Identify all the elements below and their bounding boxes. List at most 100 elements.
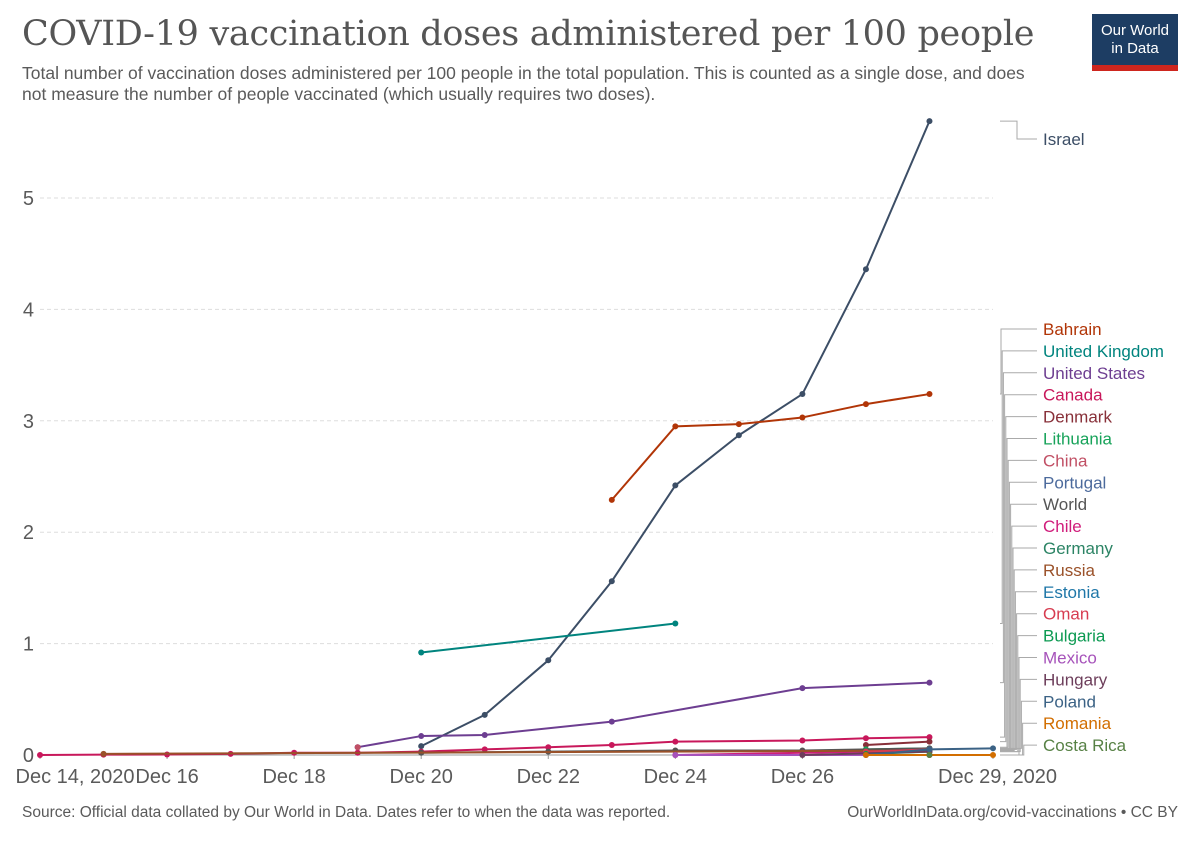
x-tick-label: Dec 20 bbox=[390, 766, 453, 788]
series-label-poland: Poland bbox=[1043, 692, 1096, 711]
label-connector bbox=[1000, 678, 1037, 753]
series-line-united-states bbox=[357, 681, 930, 749]
data-point-israel bbox=[926, 118, 933, 125]
series-label-oman: Oman bbox=[1043, 605, 1089, 624]
chart-subtitle: Total number of vaccination doses admini… bbox=[22, 63, 1025, 104]
label-connector bbox=[1000, 744, 1037, 756]
y-tick-label: 5 bbox=[23, 188, 34, 210]
label-connector bbox=[1000, 350, 1037, 625]
series-label-bulgaria: Bulgaria bbox=[1043, 627, 1106, 646]
data-point-mexico bbox=[672, 752, 679, 758]
data-point-israel bbox=[799, 391, 806, 398]
series-label-world: World bbox=[1043, 495, 1087, 514]
data-point-israel bbox=[481, 711, 488, 718]
y-tick-label: 3 bbox=[23, 411, 34, 433]
series-line-united-kingdom bbox=[421, 622, 676, 654]
data-point-israel bbox=[862, 266, 869, 273]
data-point-israel bbox=[418, 743, 425, 750]
logo-line-1: Our World bbox=[1100, 22, 1170, 39]
y-tick-label: 0 bbox=[23, 745, 34, 767]
data-point-russia bbox=[100, 750, 107, 757]
label-connector bbox=[1000, 613, 1037, 750]
data-point-united-states bbox=[481, 731, 488, 738]
data-point-bahrain bbox=[735, 421, 742, 428]
series-label-denmark: Denmark bbox=[1043, 408, 1112, 427]
label-connector bbox=[1000, 569, 1037, 752]
data-point-romania bbox=[862, 752, 869, 758]
data-point-poland bbox=[926, 746, 933, 753]
data-point-canada bbox=[799, 737, 806, 744]
logo-line-2: in Data bbox=[1111, 40, 1159, 57]
label-connector bbox=[1000, 372, 1037, 684]
x-tick-label: Dec 14, 2020 bbox=[16, 766, 135, 788]
series-line-bahrain bbox=[611, 393, 930, 501]
series-label-canada: Canada bbox=[1043, 386, 1103, 405]
series-label-israel: Israel bbox=[1043, 130, 1085, 149]
label-connector bbox=[1000, 700, 1037, 749]
owid-logo[interactable]: Our World in Data bbox=[1092, 14, 1178, 71]
data-point-israel bbox=[608, 578, 615, 585]
series-line-russia bbox=[103, 749, 930, 755]
data-point-united-states bbox=[926, 679, 933, 686]
data-point-israel bbox=[735, 432, 742, 439]
x-tick-label: Dec 24 bbox=[644, 766, 707, 788]
data-point-hungary bbox=[799, 752, 806, 758]
label-connector bbox=[1000, 328, 1037, 395]
series-label-russia: Russia bbox=[1043, 561, 1096, 580]
data-point-united-kingdom bbox=[418, 649, 425, 656]
series-label-hungary: Hungary bbox=[1043, 670, 1108, 689]
data-point-canada bbox=[862, 735, 869, 742]
data-point-canada bbox=[37, 752, 43, 758]
data-point-israel bbox=[672, 482, 679, 489]
y-tick-label: 1 bbox=[23, 634, 34, 656]
data-point-israel bbox=[545, 657, 552, 664]
data-point-china bbox=[354, 744, 361, 751]
y-tick-label: 4 bbox=[23, 299, 34, 321]
data-point-poland bbox=[990, 745, 996, 752]
data-point-united-states bbox=[799, 685, 806, 692]
data-point-canada bbox=[672, 738, 679, 745]
y-tick-label: 2 bbox=[23, 522, 34, 544]
data-point-bahrain bbox=[799, 414, 806, 421]
series-label-lithuania: Lithuania bbox=[1043, 430, 1113, 449]
series-label-estonia: Estonia bbox=[1043, 583, 1100, 602]
data-point-denmark bbox=[862, 741, 869, 748]
x-tick-label: Dec 22 bbox=[517, 766, 580, 788]
data-point-romania bbox=[990, 752, 996, 758]
label-connector bbox=[1000, 459, 1037, 748]
data-point-bahrain bbox=[672, 423, 679, 430]
data-point-united-states bbox=[608, 718, 615, 725]
series-label-chile: Chile bbox=[1043, 517, 1082, 536]
data-point-canada bbox=[545, 744, 552, 751]
chart-title: COVID-19 vaccination doses administered … bbox=[22, 14, 1035, 54]
series-label-costa-rica: Costa Rica bbox=[1043, 736, 1127, 755]
x-tick-label: Dec 26 bbox=[771, 766, 834, 788]
label-connector bbox=[1000, 416, 1037, 743]
data-point-bahrain bbox=[608, 496, 615, 503]
data-point-denmark bbox=[926, 738, 933, 745]
source-note: Source: Official data collated by Our Wo… bbox=[22, 804, 671, 821]
series-label-china: China bbox=[1043, 451, 1088, 470]
data-point-canada bbox=[608, 741, 615, 748]
series-label-portugal: Portugal bbox=[1043, 473, 1106, 492]
credit-link[interactable]: OurWorldInData.org/covid-vaccinations • … bbox=[847, 804, 1178, 821]
label-connector bbox=[1000, 120, 1037, 140]
data-point-bahrain bbox=[862, 401, 869, 408]
data-point-united-kingdom bbox=[672, 620, 679, 627]
series-label-germany: Germany bbox=[1043, 539, 1113, 558]
label-connector bbox=[1000, 394, 1037, 738]
series-line-denmark bbox=[865, 740, 930, 746]
series-label-united-kingdom: United Kingdom bbox=[1043, 342, 1164, 361]
series-label-mexico: Mexico bbox=[1043, 649, 1097, 668]
data-point-canada bbox=[926, 734, 933, 741]
x-tick-label: Dec 29, 2020 bbox=[938, 766, 1057, 788]
data-point-bahrain bbox=[926, 391, 933, 398]
data-point-costa-rica bbox=[926, 752, 933, 758]
series-label-bahrain: Bahrain bbox=[1043, 320, 1102, 339]
series-line-israel bbox=[420, 120, 931, 747]
x-tick-label: Dec 18 bbox=[262, 766, 325, 788]
data-point-united-states bbox=[418, 733, 425, 740]
x-tick-label: Dec 16 bbox=[135, 766, 198, 788]
series-label-united-states: United States bbox=[1043, 364, 1145, 383]
